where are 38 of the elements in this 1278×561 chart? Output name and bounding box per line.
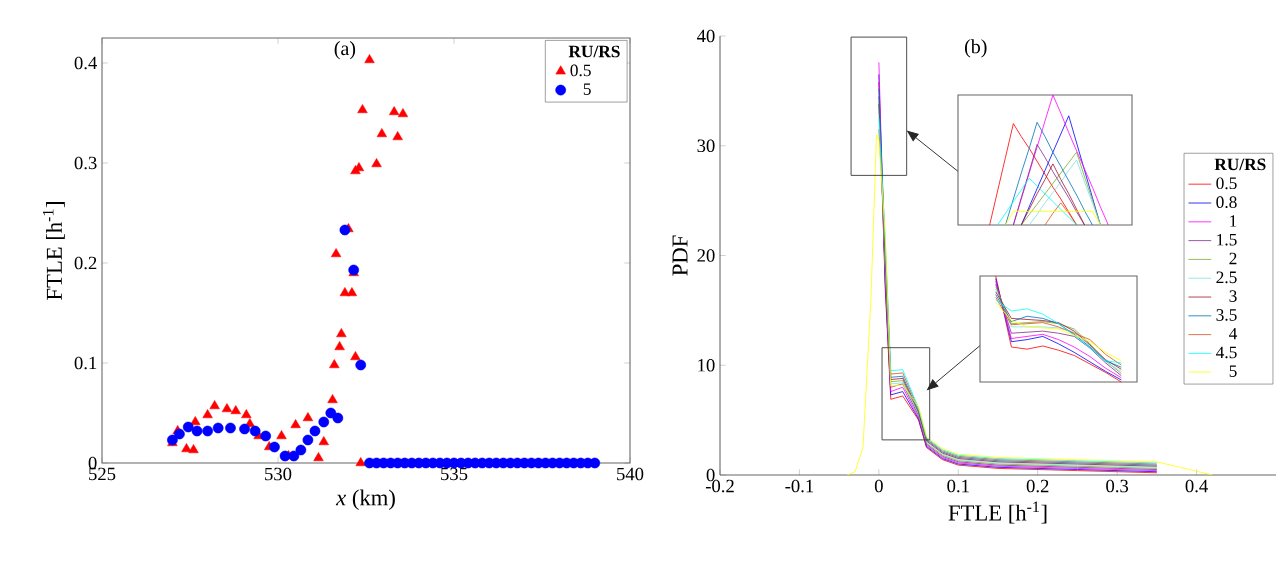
x-axis-title: x (km) — [335, 489, 395, 511]
y-tick-label: 0.1 — [74, 356, 97, 370]
legend-label: 5 — [1229, 365, 1237, 377]
x-tick-label: -0.1 — [785, 479, 814, 493]
x-tick-label: 540 — [617, 467, 644, 481]
legend-label: 5 — [583, 83, 591, 95]
y-tick-label: 0.2 — [74, 256, 97, 270]
legend-label: 2.5 — [1216, 271, 1237, 284]
x-tick-label: 0.3 — [1106, 479, 1129, 493]
legend-label: 4.5 — [1216, 346, 1237, 359]
y-tick-label: 40 — [696, 29, 715, 43]
x-tick-label: 530 — [265, 467, 292, 481]
legend-label: 1.5 — [1217, 233, 1237, 246]
legend-label: 2 — [1229, 252, 1237, 265]
x-tick-label: 0.4 — [1185, 479, 1208, 493]
y-tick-label: 20 — [697, 249, 715, 262]
legend-label: 3.5 — [1216, 309, 1237, 321]
y-tick-label: 10 — [698, 358, 715, 372]
x-tick-label: 0.1 — [947, 479, 969, 493]
legend-label: 4 — [1229, 327, 1238, 340]
legend-title: RU/RS — [1214, 158, 1266, 171]
y-axis-title: FTLE [h$^{-1}$] — [42, 202, 65, 300]
legend-label: 0.8 — [1216, 196, 1237, 209]
y-tick-label: 0.3 — [74, 156, 97, 170]
x-axis-title: FTLE [h$^{-1}$] — [948, 501, 1047, 524]
y-axis-title: PDF — [672, 235, 688, 276]
y-tick-label: 30 — [697, 139, 715, 153]
x-tick-label: 535 — [441, 467, 468, 481]
legend-title: RU/RS — [568, 45, 620, 58]
legend-label: 3 — [1229, 290, 1237, 302]
chart-title: (b) — [964, 39, 987, 58]
y-tick-label: 0.4 — [74, 56, 98, 70]
chart-title: (a) — [334, 41, 356, 60]
legend-label: 0.5 — [570, 64, 591, 77]
x-tick-label: 0 — [874, 479, 883, 493]
legend-label: 1 — [1230, 215, 1237, 227]
legend-label: 0.5 — [1216, 177, 1237, 190]
x-tick-label: 0.2 — [1026, 479, 1049, 493]
